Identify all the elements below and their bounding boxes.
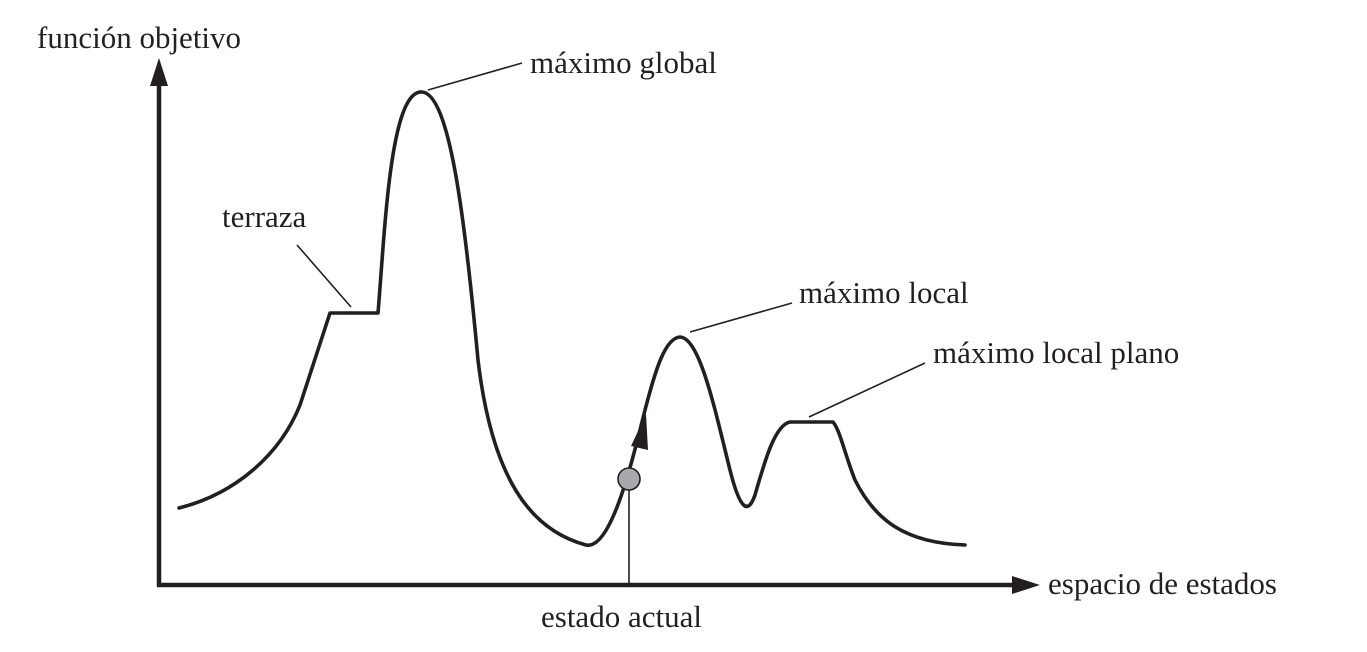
- current-state-label: estado actual: [541, 599, 702, 634]
- current-state-marker: [617, 414, 648, 585]
- x-axis-arrowhead: [1012, 576, 1040, 594]
- global-max-leader: [427, 62, 523, 91]
- y-axis-label: función objetivo: [37, 20, 241, 55]
- terrace-leader: [296, 244, 352, 308]
- objective-function-curve: [177, 90, 967, 547]
- x-axis-label: espacio de estados: [1048, 566, 1277, 601]
- uphill-direction-arrowhead: [631, 414, 648, 450]
- current-state-dot: [617, 467, 641, 491]
- global-max-label: máximo global: [530, 45, 717, 80]
- local-max-leader: [689, 302, 793, 333]
- flat-local-max-leader: [808, 362, 926, 418]
- terrace-label: terraza: [222, 199, 307, 234]
- flat-local-max-label: máximo local plano: [933, 335, 1179, 370]
- axes: [150, 58, 1040, 594]
- y-axis-arrowhead: [150, 58, 168, 86]
- local-max-label: máximo local: [799, 275, 969, 310]
